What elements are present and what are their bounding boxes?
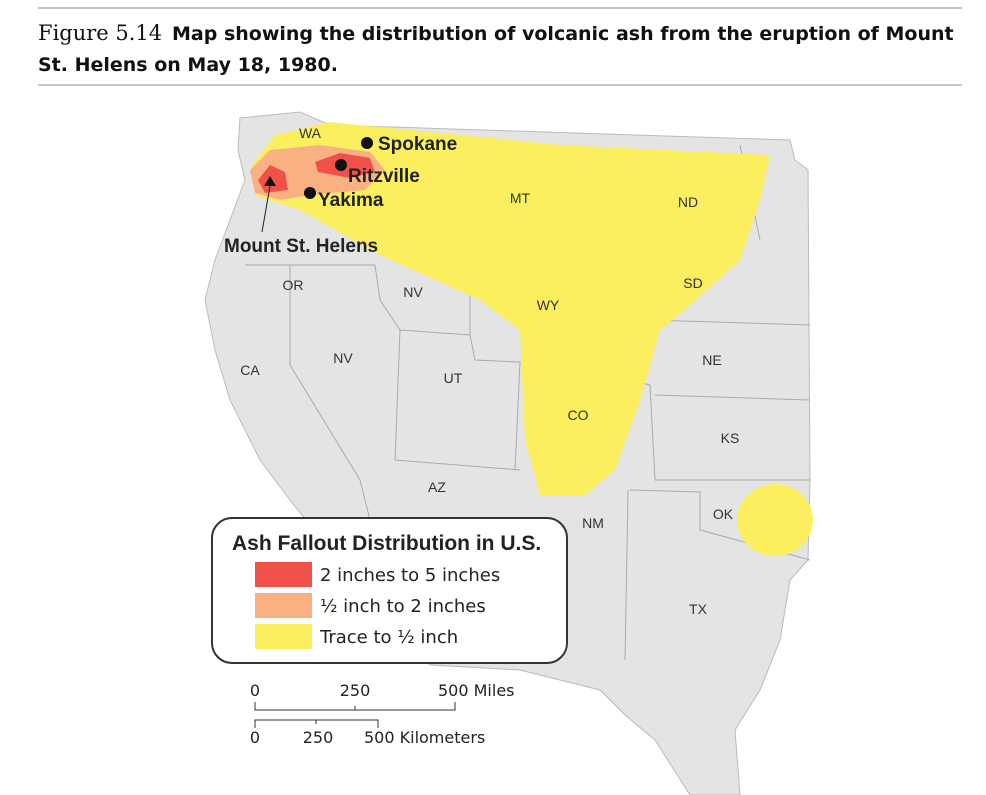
scale-label: 500 Miles [438, 681, 515, 700]
scale-bar: 0 250 500 Miles 0 250 500 Kilometers [250, 681, 515, 747]
scale-label: 0 [250, 681, 260, 700]
state-label: MT [510, 190, 531, 206]
place-label: Mount St. Helens [224, 236, 378, 257]
scale-label: 0 [250, 728, 260, 747]
state-label: WY [537, 297, 560, 313]
state-label: AZ [428, 479, 446, 495]
figure-label: Figure 5.14 [38, 21, 162, 45]
state-label: OK [713, 506, 734, 522]
state-label: WA [299, 125, 322, 141]
state-label: CA [240, 362, 260, 378]
place-label: Spokane [378, 134, 457, 155]
state-label: NV [403, 284, 423, 300]
legend-swatch [255, 562, 312, 587]
state-label: CO [568, 407, 589, 423]
trace-zone [252, 122, 770, 495]
state-label: ND [678, 194, 698, 210]
scale-label: 250 [303, 728, 334, 747]
trace-zone [737, 484, 813, 556]
state-label: NM [582, 515, 604, 531]
city-dot [335, 159, 347, 171]
caption: St. Helens on May 18, 1980. [38, 54, 338, 76]
caption: Map showing the distribution of volcanic… [172, 23, 954, 45]
map: Spokane Ritzville Yakima Mount St. Helen… [204, 111, 813, 795]
legend-label: Trace to ½ inch [319, 627, 458, 648]
state-label: NV [333, 350, 353, 366]
place-label: Ritzville [348, 166, 420, 187]
place-label: Yakima [318, 190, 384, 211]
legend-label: 2 inches to 5 inches [320, 565, 500, 586]
scale-line [254, 702, 456, 711]
legend-swatch [255, 593, 312, 618]
city-dot [304, 187, 316, 199]
scale-label: 500 Kilometers [364, 728, 485, 747]
state-label: TX [689, 601, 708, 617]
legend-swatch [255, 624, 312, 649]
legend-label: ½ inch to 2 inches [320, 596, 486, 617]
state-label: SD [683, 275, 702, 291]
state-label: KS [721, 430, 740, 446]
legend: Ash Fallout Distribution in U.S. 2 inche… [211, 517, 568, 664]
state-label: NE [702, 352, 721, 368]
state-label: OR [283, 277, 304, 293]
city-dot [361, 137, 373, 149]
volcano-icon [264, 176, 276, 186]
legend-title: Ash Fallout Distribution in U.S. [232, 532, 541, 555]
pointer [261, 185, 271, 233]
scale-label: 250 [340, 681, 371, 700]
state-label: UT [444, 370, 463, 386]
scale-line [254, 719, 379, 728]
